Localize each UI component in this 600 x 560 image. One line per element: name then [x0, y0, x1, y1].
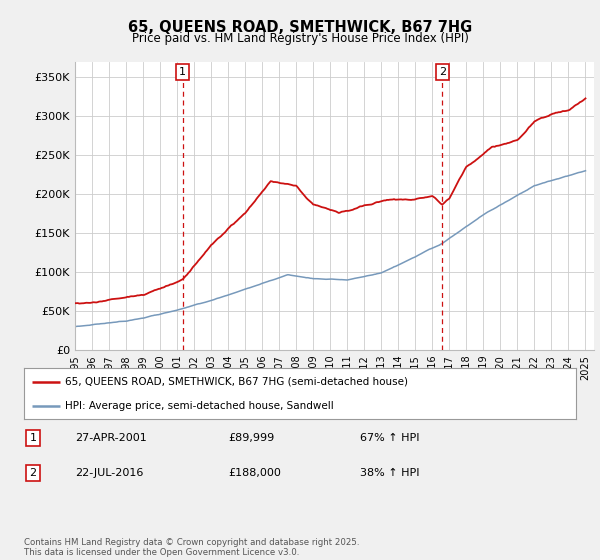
- Text: 22-JUL-2016: 22-JUL-2016: [75, 468, 143, 478]
- Text: Contains HM Land Registry data © Crown copyright and database right 2025.
This d: Contains HM Land Registry data © Crown c…: [24, 538, 359, 557]
- Text: 65, QUEENS ROAD, SMETHWICK, B67 7HG (semi-detached house): 65, QUEENS ROAD, SMETHWICK, B67 7HG (sem…: [65, 376, 409, 386]
- Text: Price paid vs. HM Land Registry's House Price Index (HPI): Price paid vs. HM Land Registry's House …: [131, 32, 469, 45]
- Text: 1: 1: [179, 67, 186, 77]
- Text: 27-APR-2001: 27-APR-2001: [75, 433, 147, 443]
- Text: 65, QUEENS ROAD, SMETHWICK, B67 7HG: 65, QUEENS ROAD, SMETHWICK, B67 7HG: [128, 20, 472, 35]
- Text: 67% ↑ HPI: 67% ↑ HPI: [360, 433, 419, 443]
- Text: 38% ↑ HPI: 38% ↑ HPI: [360, 468, 419, 478]
- Text: £89,999: £89,999: [228, 433, 274, 443]
- Text: 2: 2: [439, 67, 446, 77]
- Text: HPI: Average price, semi-detached house, Sandwell: HPI: Average price, semi-detached house,…: [65, 401, 334, 411]
- Text: 2: 2: [29, 468, 37, 478]
- Text: 1: 1: [29, 433, 37, 443]
- Text: £188,000: £188,000: [228, 468, 281, 478]
